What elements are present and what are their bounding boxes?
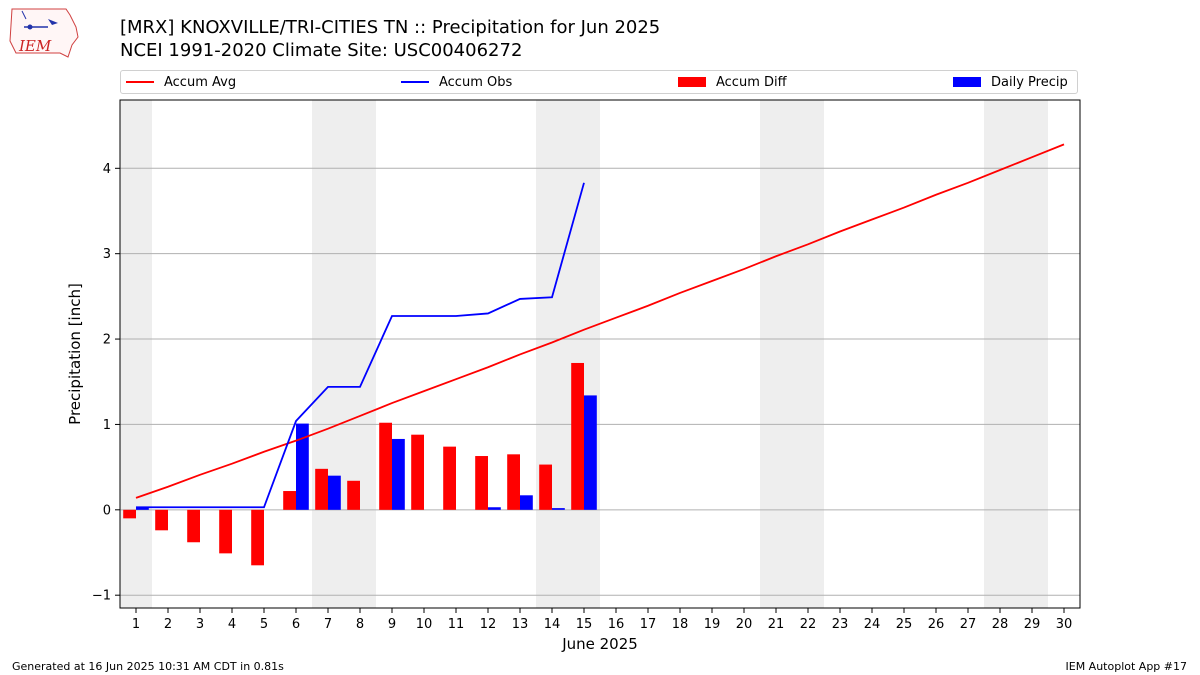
x-tick-label-28: 28	[992, 617, 1009, 632]
accum-diff-bar-8	[347, 480, 360, 510]
x-tick-label-2: 2	[164, 617, 172, 632]
legend-label-daily-precip: Daily Precip	[991, 74, 1068, 90]
x-tick-label-6: 6	[292, 617, 300, 632]
accum-diff-bar-4	[219, 509, 232, 554]
x-tick-label-20: 20	[736, 617, 753, 632]
daily-precip-bar-9	[392, 438, 405, 510]
x-tick-label-5: 5	[260, 617, 268, 632]
legend-label-accum-obs: Accum Obs	[439, 74, 513, 90]
legend-item-daily-precip: Daily Precip	[953, 71, 1068, 93]
x-tick-label-30: 30	[1056, 617, 1073, 632]
x-tick-label-18: 18	[672, 617, 689, 632]
legend: Accum Avg Accum Obs Accum Diff Daily Pre…	[120, 70, 1078, 94]
x-axis-ticks: 1 2 3 4 5 6 7 8 9 10 11 12 13 14 15 16 17 18 19 20 21 22 23 24 2…	[132, 608, 1072, 632]
accum-avg-line	[135, 143, 1065, 499]
accum-diff-bar-12	[475, 456, 488, 510]
app-credit: IEM Autoplot App #17	[1065, 660, 1188, 673]
weekend-band-2	[536, 100, 600, 608]
daily-precip-bar-14	[552, 508, 565, 510]
accum-diff-bar-10	[411, 434, 424, 510]
y-axis-label: Precipitation [inch]	[66, 283, 84, 425]
generated-timestamp: Generated at 16 Jun 2025 10:31 AM CDT in…	[12, 660, 284, 673]
legend-label-accum-avg: Accum Avg	[164, 74, 237, 90]
y-tick-label-0: 0	[103, 503, 111, 518]
x-tick-label-8: 8	[356, 617, 364, 632]
daily-precip-bar-6	[296, 423, 309, 510]
x-tick-label-26: 26	[928, 617, 945, 632]
accum-diff-bar-1	[123, 509, 136, 519]
y-tick-label-1: 1	[103, 418, 111, 433]
chart-subtitle: NCEI 1991-2020 Climate Site: USC00406272	[120, 40, 523, 61]
accum-diff-bar-5	[251, 509, 264, 566]
x-tick-label-19: 19	[704, 617, 721, 632]
x-tick-label-22: 22	[800, 617, 817, 632]
iem-logo: IEM	[9, 8, 79, 58]
x-tick-label-25: 25	[896, 617, 913, 632]
y-tick-label-3: 3	[103, 247, 111, 262]
accum-diff-bar-9	[379, 422, 392, 510]
x-tick-label-12: 12	[480, 617, 497, 632]
x-tick-label-21: 21	[768, 617, 785, 632]
x-tick-label-16: 16	[608, 617, 625, 632]
legend-swatch-accum-diff	[678, 77, 706, 87]
x-tick-label-3: 3	[196, 617, 204, 632]
x-tick-label-29: 29	[1024, 617, 1041, 632]
accum-diff-bar-6	[283, 491, 296, 510]
legend-label-accum-diff: Accum Diff	[716, 74, 787, 90]
x-tick-label-11: 11	[448, 617, 465, 632]
accum-diff-bar-2	[155, 509, 168, 531]
x-tick-label-9: 9	[388, 617, 396, 632]
legend-item-accum-obs: Accum Obs	[401, 71, 512, 93]
legend-swatch-accum-avg	[126, 81, 154, 83]
daily-precip-bar-15	[584, 395, 597, 510]
x-tick-label-1: 1	[132, 617, 140, 632]
plot-frame	[119, 99, 1081, 609]
legend-swatch-accum-obs	[401, 81, 429, 83]
weekend-shading	[120, 100, 1048, 608]
logo-text: IEM	[18, 37, 52, 55]
accum-diff-bar-7	[315, 468, 328, 510]
y-tick-label-4: 4	[103, 162, 111, 177]
weekend-band-4	[984, 100, 1048, 608]
accum-obs-line	[136, 182, 585, 509]
legend-item-accum-diff: Accum Diff	[678, 71, 787, 93]
lines	[135, 143, 1065, 509]
x-tick-label-15: 15	[576, 617, 593, 632]
x-tick-label-10: 10	[416, 617, 433, 632]
accum-diff-bar-14	[539, 464, 552, 510]
accum-diff-bar-3	[187, 509, 200, 543]
daily-precip-bar-13	[520, 495, 533, 510]
accum-diff-bar-11	[443, 446, 456, 510]
y-tick-label-2: 2	[103, 333, 111, 348]
x-tick-label-17: 17	[640, 617, 657, 632]
bars	[123, 362, 597, 566]
daily-precip-bar-1	[136, 507, 149, 510]
x-tick-label-27: 27	[960, 617, 977, 632]
daily-precip-bar-12	[488, 507, 501, 510]
daily-precip-bar-7	[328, 475, 341, 510]
accum-diff-bar-13	[507, 454, 520, 510]
y-axis-ticks: −1 0 1 2 3 4	[92, 162, 120, 604]
accum-diff-bar-15	[571, 362, 584, 510]
x-tick-label-13: 13	[512, 617, 529, 632]
x-axis-label: June 2025	[561, 635, 638, 653]
weekend-band-1	[312, 100, 376, 608]
x-tick-label-7: 7	[324, 617, 332, 632]
weekend-band-3	[760, 100, 824, 608]
legend-item-accum-avg: Accum Avg	[126, 71, 236, 93]
x-tick-label-4: 4	[228, 617, 236, 632]
y-tick-label--1: −1	[92, 589, 111, 604]
x-tick-label-24: 24	[864, 617, 881, 632]
x-tick-label-14: 14	[544, 617, 561, 632]
legend-swatch-daily-precip	[953, 77, 981, 87]
weekend-band-0	[120, 100, 152, 608]
x-tick-label-23: 23	[832, 617, 849, 632]
chart-title: [MRX] KNOXVILLE/TRI-CITIES TN :: Precipi…	[120, 17, 661, 38]
y-gridlines	[120, 167, 1080, 596]
